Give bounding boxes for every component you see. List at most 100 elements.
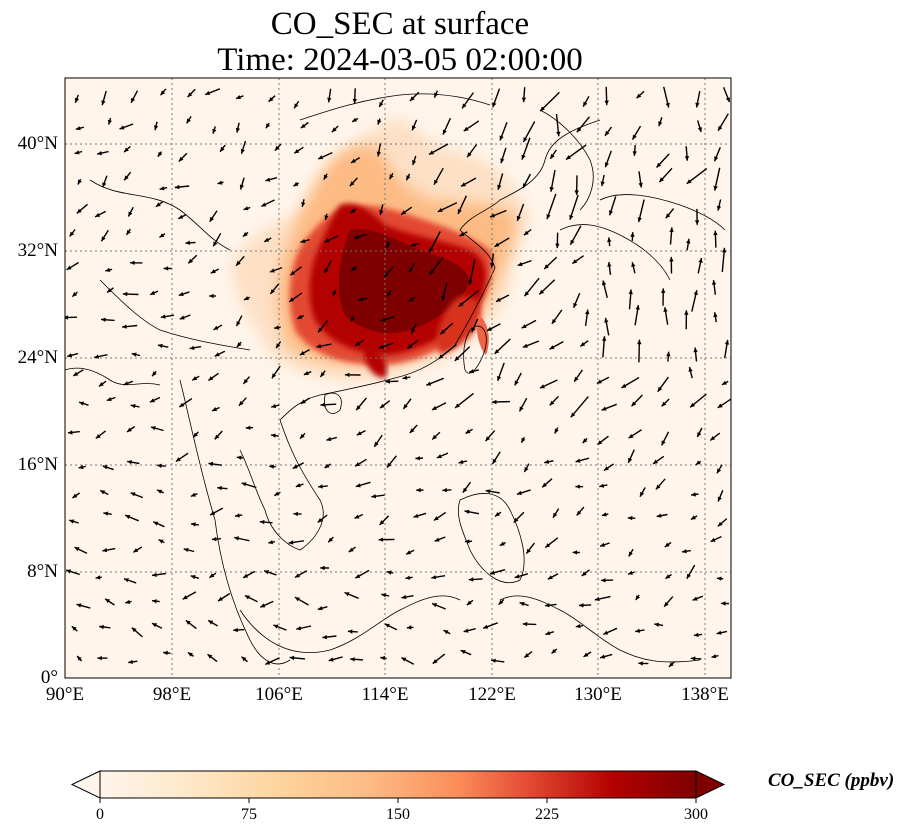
wind-arrow-head — [326, 436, 332, 442]
wind-arrow-head — [597, 440, 603, 445]
wind-arrow-head — [205, 90, 211, 95]
wind-arrow-head — [261, 202, 267, 207]
wind-arrow-head — [406, 625, 412, 630]
wind-arrow-head — [269, 268, 275, 273]
wind-arrow-head — [259, 519, 265, 525]
lat-tick-24n: 24°N — [17, 347, 58, 368]
wind-arrow-shaft — [570, 396, 589, 418]
wind-arrow-head — [455, 403, 460, 408]
wind-arrow-head — [549, 186, 554, 192]
wind-arrow-head — [635, 305, 640, 310]
wind-arrow-head — [604, 162, 609, 168]
wind-arrow-head — [540, 106, 545, 112]
wind-arrow-head — [191, 522, 196, 527]
lat-tick-16n: 16°N — [17, 454, 58, 475]
wind-arrow-head — [442, 487, 447, 493]
wind-arrow-head — [386, 292, 392, 297]
wind-arrow-head — [190, 575, 196, 580]
wind-arrow-head — [212, 407, 218, 411]
wind-arrow-head — [320, 372, 325, 377]
wind-arrow-head — [471, 327, 476, 333]
wind-arrow-head — [573, 302, 578, 308]
wind-arrow-head — [268, 97, 274, 102]
wind-arrow-head — [636, 93, 642, 99]
wind-arrow-head — [415, 456, 421, 461]
wind-arrow-head — [100, 490, 106, 495]
wind-arrow-head — [389, 174, 394, 180]
colorbar-label: CO_SEC (ppbv) — [768, 770, 895, 791]
wind-arrow-head — [243, 206, 249, 211]
wind-arrow-head — [434, 179, 439, 185]
wind-arrow-head — [242, 232, 248, 237]
wind-arrow-head — [416, 487, 421, 493]
wind-arrow-head — [437, 207, 443, 212]
wind-arrow-head — [386, 570, 392, 575]
wind-arrow-head — [522, 183, 527, 189]
wind-arrow-head — [244, 595, 250, 600]
wind-arrow-head — [401, 657, 407, 662]
wind-arrow-head — [457, 209, 462, 214]
wind-arrow-head — [556, 131, 561, 137]
wind-arrow-head — [183, 547, 189, 553]
wind-arrow-head — [405, 575, 411, 580]
wind-arrow-head — [236, 342, 242, 347]
wind-arrow-head — [555, 243, 560, 249]
wind-arrow-head — [294, 149, 300, 154]
wind-arrow-head — [67, 430, 73, 435]
wind-arrow-head — [74, 97, 79, 103]
wind-arrow-head — [106, 397, 112, 402]
lon-tick-122e: 122°E — [468, 684, 516, 705]
wind-arrow-head — [692, 596, 698, 601]
wind-arrow-head — [549, 345, 555, 350]
wind-arrow-head — [210, 269, 216, 274]
wind-arrow-head — [317, 518, 323, 523]
wind-arrow-head — [697, 432, 702, 438]
wind-arrow-head — [212, 128, 217, 134]
wind-arrow-head — [467, 152, 472, 158]
wind-arrow-head — [190, 492, 196, 497]
wind-arrow-head — [320, 565, 325, 571]
wind-arrow-head — [499, 135, 504, 141]
wind-arrow-head — [406, 550, 412, 555]
wind-arrow-head — [600, 654, 606, 659]
wind-arrow-head — [487, 326, 492, 331]
wind-arrow-head — [107, 288, 112, 293]
wind-arrow-head — [690, 402, 696, 408]
wind-arrow-head — [94, 354, 99, 359]
wind-arrow-head — [153, 521, 159, 526]
wind-arrow-head — [69, 519, 75, 524]
wind-arrow-head — [604, 317, 609, 323]
wind-arrow-head — [716, 576, 722, 581]
wind-arrow-head — [149, 398, 155, 403]
wind-arrow-head — [575, 484, 580, 489]
wind-arrow-head — [441, 296, 446, 302]
wind-arrow-head — [713, 230, 718, 236]
wind-arrow-head — [294, 597, 300, 602]
wind-arrow-head — [328, 657, 334, 662]
wind-arrow-head — [318, 484, 323, 489]
wind-arrow-head — [600, 542, 605, 547]
wind-arrow-head — [665, 213, 671, 219]
wind-arrow-head — [713, 185, 718, 191]
wind-arrow-head — [668, 662, 674, 667]
wind-arrow-head — [517, 262, 523, 267]
wind-arrow-head — [551, 319, 557, 324]
wind-arrow-head — [209, 573, 215, 578]
wind-arrow-head — [693, 290, 698, 295]
wind-arrow-head — [401, 594, 407, 600]
wind-arrow-head — [656, 162, 662, 168]
wind-arrow-head — [332, 291, 337, 297]
wind-arrow-head — [318, 327, 323, 333]
wind-arrow-head — [379, 520, 385, 525]
wind-arrow-head — [323, 174, 328, 180]
wind-arrow-head — [514, 574, 520, 579]
wind-arrow-head — [426, 381, 432, 386]
wind-arrow-head — [289, 297, 295, 302]
wind-arrow-head — [464, 539, 470, 544]
colorbar-tick-225: 225 — [535, 806, 559, 823]
wind-arrow-head — [358, 297, 364, 302]
wind-arrow-head — [601, 578, 606, 583]
wind-arrow-head — [265, 177, 271, 182]
coastlines — [65, 93, 726, 665]
wind-arrow-head — [236, 321, 241, 327]
